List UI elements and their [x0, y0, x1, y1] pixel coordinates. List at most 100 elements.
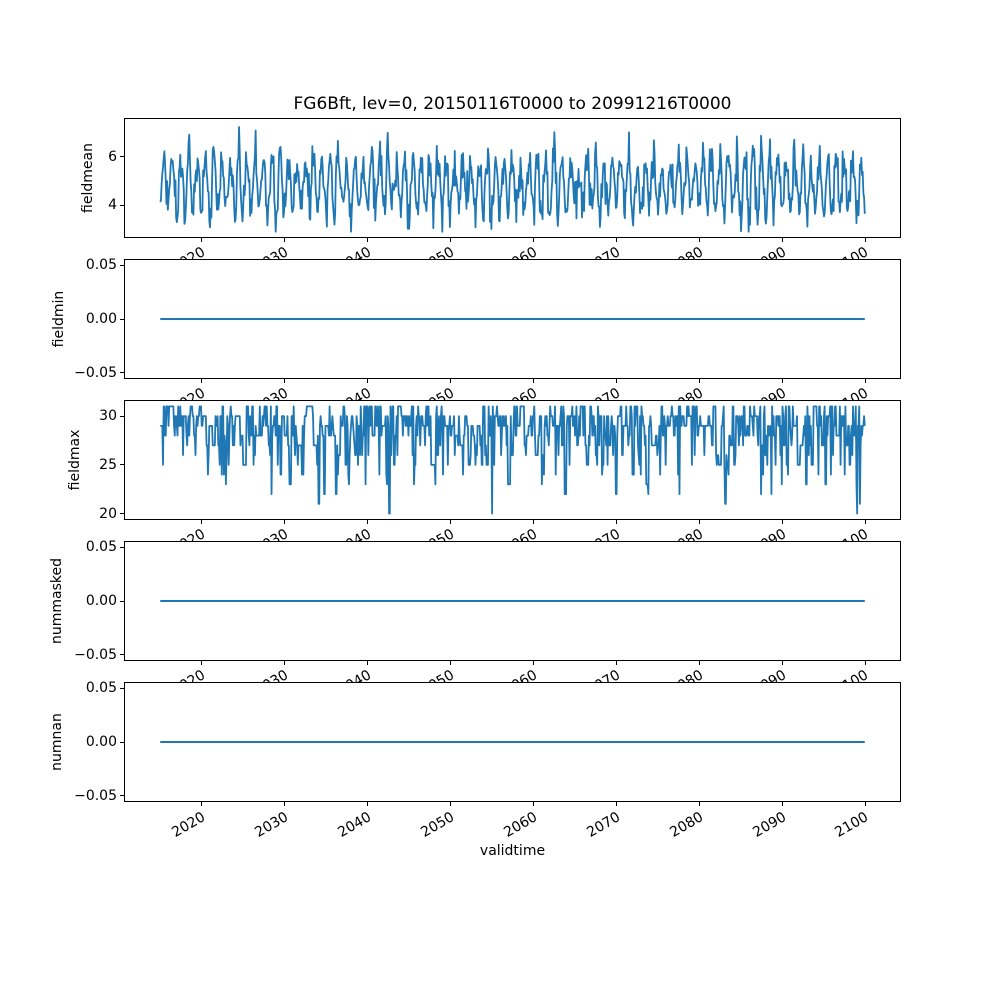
- axes-fieldmin: [124, 259, 901, 379]
- x-tick-label: 2080: [667, 526, 706, 541]
- series-line-fieldmean: [159, 126, 866, 233]
- x-tick-label: 2020: [169, 809, 208, 841]
- x-tick-mark: [532, 520, 534, 524]
- x-tick-mark: [366, 520, 368, 524]
- x-tick-label: 2020: [169, 526, 208, 541]
- clipped-x-tick-area: 2020 2030 2040 2050 2060 2070 2080 2090 2100: [125, 520, 900, 541]
- y-tick-label: 6: [108, 148, 117, 165]
- y-tick-label: 0.00: [85, 593, 117, 609]
- y-axis-label-fieldmean: fieldmean: [80, 143, 96, 213]
- x-tick-mark: [781, 379, 783, 383]
- x-tick-mark: [449, 520, 451, 524]
- y-tick-label: 4: [108, 197, 117, 214]
- x-tick-mark: [200, 661, 202, 665]
- y-tick-label: 0.00: [85, 734, 117, 750]
- x-tick-label: 2070: [584, 526, 623, 541]
- x-tick-mark: [864, 661, 866, 665]
- y-tick-label: 25: [99, 456, 117, 473]
- y-tick-label: −0.05: [74, 364, 117, 381]
- x-tick-label: 2090: [749, 809, 789, 841]
- figure-title: FG6Bft, lev=0, 20150116T0000 to 20991216…: [293, 94, 732, 114]
- x-tick-label: 2100: [833, 385, 872, 400]
- x-axis-label: validtime: [479, 843, 546, 859]
- series-line-fieldmin: [159, 318, 866, 320]
- x-tick-mark: [366, 238, 368, 242]
- series-line-nummasked: [159, 600, 866, 602]
- x-tick-mark: [532, 238, 534, 242]
- x-tick-label: 2080: [667, 385, 706, 400]
- x-tick-mark: [532, 802, 534, 806]
- x-tick-label: 2090: [750, 526, 789, 541]
- x-tick-mark: [200, 520, 202, 524]
- x-tick-label: 2040: [334, 809, 374, 841]
- x-tick-mark: [864, 238, 866, 242]
- x-tick-label: 2050: [417, 809, 457, 841]
- clipped-x-tick-area: 2020 2030 2040 2050 2060 2070 2080 2090 2100: [125, 238, 900, 259]
- x-tick-label: 2030: [252, 385, 291, 400]
- x-tick-mark: [449, 379, 451, 383]
- x-tick-mark: [864, 520, 866, 524]
- x-tick-mark: [532, 661, 534, 665]
- x-tick-mark: [864, 802, 866, 806]
- x-tick-label: 2070: [583, 809, 623, 841]
- x-tick-mark: [615, 661, 617, 665]
- y-tick-label: 0.00: [85, 311, 117, 327]
- x-tick-label: 2100: [832, 809, 872, 841]
- y-tick-mark: [120, 741, 124, 743]
- x-tick-label: 2050: [418, 526, 457, 541]
- x-tick-label: 2040: [335, 526, 374, 541]
- y-tick-mark: [120, 795, 124, 797]
- x-tick-mark: [781, 802, 783, 806]
- x-tick-mark: [366, 802, 368, 806]
- x-tick-label: 2100: [833, 667, 872, 682]
- x-tick-mark: [615, 238, 617, 242]
- x-tick-mark: [698, 661, 700, 665]
- x-tick-label: 2090: [750, 244, 789, 259]
- x-tick-mark: [366, 661, 368, 665]
- x-tick-mark: [283, 661, 285, 665]
- x-tick-label: 2060: [501, 385, 540, 400]
- y-tick-mark: [120, 546, 124, 548]
- series-line-numnan: [159, 741, 866, 743]
- x-tick-mark: [781, 661, 783, 665]
- axes-fieldmax: [124, 400, 901, 520]
- x-tick-mark: [449, 238, 451, 242]
- x-tick-label: 2030: [251, 809, 291, 841]
- x-tick-label: 2080: [666, 809, 706, 841]
- x-tick-mark: [615, 379, 617, 383]
- x-tick-mark: [200, 802, 202, 806]
- y-tick-mark: [120, 464, 124, 466]
- x-tick-label: 2060: [500, 809, 540, 841]
- y-tick-label: 30: [99, 408, 117, 425]
- y-tick-label: 20: [99, 505, 117, 522]
- x-tick-label: 2100: [833, 526, 872, 541]
- x-tick-mark: [449, 802, 451, 806]
- x-tick-label: 2080: [667, 667, 706, 682]
- x-tick-label: 2020: [169, 244, 208, 259]
- axes-fieldmean: [124, 118, 901, 238]
- x-tick-label: 2060: [501, 667, 540, 682]
- y-tick-label: −0.05: [74, 787, 117, 804]
- y-tick-mark: [120, 156, 124, 158]
- y-tick-mark: [120, 204, 124, 206]
- x-tick-label: 2040: [335, 385, 374, 400]
- y-tick-mark: [120, 415, 124, 417]
- x-tick-label: 2080: [667, 244, 706, 259]
- y-tick-label: 0.05: [85, 257, 117, 274]
- x-tick-label: 2070: [584, 385, 623, 400]
- x-tick-mark: [283, 238, 285, 242]
- y-tick-mark: [120, 318, 124, 320]
- x-tick-label: 2060: [501, 244, 540, 259]
- y-tick-mark: [120, 687, 124, 689]
- clipped-x-tick-area: 2020 2030 2040 2050 2060 2070 2080 2090 2100: [125, 379, 900, 400]
- y-tick-mark: [120, 513, 124, 515]
- x-tick-label: 2070: [584, 244, 623, 259]
- x-tick-mark: [864, 379, 866, 383]
- x-tick-mark: [200, 379, 202, 383]
- x-tick-label: 2070: [584, 667, 623, 682]
- x-tick-mark: [781, 520, 783, 524]
- y-tick-label: 0.05: [85, 539, 117, 556]
- x-tick-mark: [698, 379, 700, 383]
- x-tick-label: 2040: [335, 244, 374, 259]
